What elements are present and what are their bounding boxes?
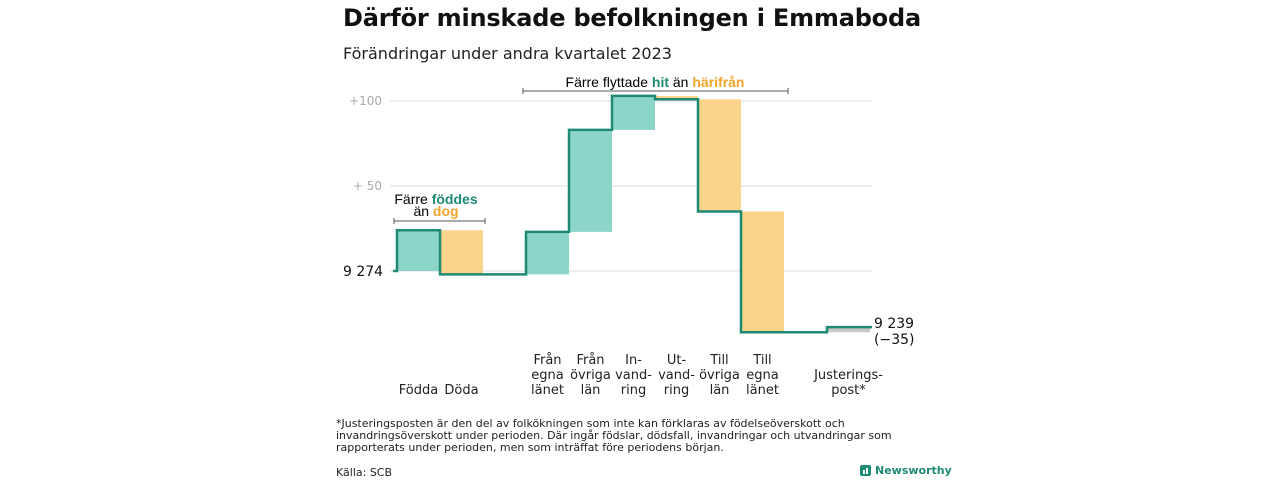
x-category-label: Till — [709, 353, 728, 368]
waterfall-bar — [569, 129, 612, 232]
y-tick-label: +100 — [349, 94, 382, 108]
end-value-label: 9 239 — [874, 316, 914, 332]
x-category-label: Från — [576, 353, 604, 368]
x-category-label: post* — [831, 383, 866, 398]
x-category-label: egna — [531, 368, 563, 383]
brand-name: Newsworthy — [875, 464, 952, 477]
waterfall-bar — [612, 95, 655, 130]
source-credit: Källa: SCB — [336, 466, 393, 479]
x-category-label: ring — [621, 383, 646, 398]
births-annotation-line2: än dog — [413, 203, 458, 219]
chart-labels: Födda DödaFrånegnalänetFrånövrigalänIn-va… — [399, 353, 883, 398]
x-category-label: Till — [752, 353, 771, 368]
x-category-label: Ut- — [667, 353, 687, 368]
x-category-label: Justerings- — [813, 368, 883, 383]
migration-annotation: Färre flyttade hit än härifrån — [566, 74, 745, 90]
waterfall-bar — [397, 230, 440, 271]
waterfall-bar — [698, 99, 741, 212]
cumulative-step-line — [393, 94, 872, 334]
x-category-label: vand- — [658, 368, 695, 383]
births-annotation-line1: Färre föddes — [394, 191, 477, 207]
start-value-label: 9 274 — [343, 264, 383, 280]
x-category-label: ring — [664, 383, 689, 398]
x-category-label: vand- — [615, 368, 652, 383]
end-change-label: (−35) — [874, 332, 914, 348]
x-category-label: Döda — [444, 383, 478, 398]
x-category-label: län — [710, 383, 730, 398]
newsworthy-logo: Newsworthy — [860, 464, 952, 477]
y-tick-label: + 50 — [353, 179, 382, 193]
x-category-label: In- — [625, 353, 642, 368]
x-category-label: länet — [531, 383, 564, 398]
chart-logo-icon — [860, 465, 871, 476]
bars — [397, 95, 870, 333]
x-category-label: Födda — [399, 383, 438, 398]
x-category-label: län — [581, 383, 601, 398]
waterfall-bar — [655, 95, 698, 100]
x-category-label: övriga — [570, 368, 611, 383]
waterfall-bar — [827, 327, 870, 333]
waterfall-bar — [741, 211, 784, 333]
waterfall-bar — [526, 231, 569, 275]
x-category-label: Från — [533, 353, 561, 368]
x-category-label: egna — [746, 368, 778, 383]
waterfall-bar — [440, 230, 483, 275]
annotations: Färre föddes än dog Färre flyttade hit ä… — [393, 74, 789, 224]
step-line-layer — [393, 94, 872, 334]
footnote: *Justeringsposten är den del av folkökni… — [336, 417, 892, 454]
chart-subtitle: Förändringar under andra kvartalet 2023 — [343, 44, 672, 63]
chart-title: Därför minskade befolkningen i Emmaboda — [343, 4, 921, 32]
x-category-label: länet — [746, 383, 779, 398]
x-category-label: övriga — [699, 368, 740, 383]
